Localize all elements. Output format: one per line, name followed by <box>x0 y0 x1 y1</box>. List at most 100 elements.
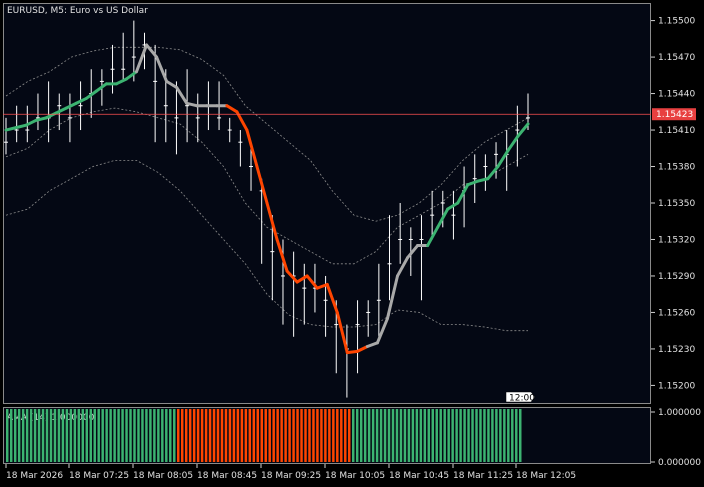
indicator-bar <box>248 409 252 462</box>
ama-segment <box>4 126 18 132</box>
ama-segment <box>355 344 369 353</box>
indicator-bar <box>184 409 188 462</box>
ama-segment <box>325 282 339 314</box>
indicator-bar <box>177 409 180 462</box>
indicator-bar <box>25 409 29 462</box>
indicator-bar <box>308 409 311 462</box>
time-axis-label: 18 Mar 12:05 <box>516 471 576 481</box>
indicator-bar <box>439 409 442 462</box>
price-axis-label: 1.15260 <box>658 308 695 318</box>
indicator-bar <box>37 409 41 462</box>
indicator-bar <box>73 409 77 462</box>
indicator-bar <box>161 409 164 462</box>
time-axis-label: 18 Mar 08:05 <box>133 471 193 481</box>
indicator-bar <box>141 409 144 462</box>
ama-segment <box>496 149 510 169</box>
current-price-box <box>652 108 696 121</box>
price-chart-panel[interactable] <box>3 3 651 404</box>
time-marker-label: 12:00 <box>509 394 535 404</box>
indicator-bar <box>515 409 518 462</box>
time-axis-label: 18 Mar 09:25 <box>261 471 321 481</box>
indicator-bar <box>204 409 208 462</box>
ama-segment <box>94 82 108 93</box>
indicator-bar <box>495 409 498 462</box>
indicator-bar <box>149 409 152 462</box>
indicator-bar <box>29 409 33 462</box>
indicator-axis-label: 1.000000 <box>658 408 701 418</box>
indicator-bar <box>407 409 411 462</box>
band-lower-line <box>5 159 528 332</box>
ama-segment <box>345 349 359 355</box>
indicator-bar <box>236 409 240 462</box>
indicator-bar <box>483 409 486 462</box>
indicator-bar <box>13 409 17 462</box>
price-axis-label: 1.15320 <box>658 235 695 245</box>
ama-segment <box>74 96 88 105</box>
indicator-bar <box>133 409 136 462</box>
indicator-bar <box>173 409 176 462</box>
indicator-bar <box>419 409 423 462</box>
ama-segment <box>34 116 48 122</box>
axes: 1.15500 1.15470 1.15440 1.15410 1.15380 1.153… <box>5 17 701 481</box>
price-axis-label: 1.15470 <box>658 53 695 63</box>
indicator-bar <box>519 409 522 462</box>
indicator-bar <box>471 409 474 462</box>
indicator-bar <box>240 409 244 462</box>
indicator-bar <box>344 409 347 462</box>
indicator-bar <box>467 409 470 462</box>
indicator-bar <box>451 409 454 462</box>
indicator-bar <box>355 409 359 462</box>
indicator-bar <box>423 409 427 462</box>
indicator-bar <box>336 409 339 462</box>
ama-segment <box>124 70 138 81</box>
indicator-bar <box>41 409 45 462</box>
indicator-bar <box>387 409 391 462</box>
indicator-bar <box>328 409 331 462</box>
indicator-bar <box>507 409 510 462</box>
ama-segment <box>385 274 399 321</box>
indicator-bar <box>503 409 506 462</box>
indicator-bar <box>435 409 438 462</box>
ama-segment <box>235 110 249 132</box>
ama-segment <box>135 43 149 74</box>
indicator-bar <box>316 409 319 462</box>
price-axis-label: 1.15380 <box>658 163 695 173</box>
ama-segment <box>476 177 490 183</box>
price-axis-label: 1.15290 <box>658 272 695 282</box>
indicator-bar <box>93 409 96 462</box>
indicator-bar <box>232 409 236 462</box>
chart-title: EURUSD, M5: Euro vs US Dollar <box>7 6 148 16</box>
ama-segment <box>84 89 98 100</box>
indicator-bar <box>17 409 21 462</box>
indicator-bar <box>220 409 224 462</box>
ama-line <box>4 43 530 355</box>
indicator-bar <box>264 409 267 462</box>
indicator-bar <box>459 409 462 462</box>
indicator-bar <box>137 409 140 462</box>
ama-segment <box>436 207 450 229</box>
ama-segment <box>245 128 259 169</box>
indicator-bar <box>45 409 49 462</box>
indicator-histogram <box>6 409 522 462</box>
ama-segment <box>275 237 289 273</box>
ama-segment <box>165 79 179 89</box>
indicator-bar <box>351 409 355 462</box>
ama-segment <box>305 274 319 290</box>
ama-segment <box>14 123 28 130</box>
indicator-bar <box>475 409 478 462</box>
price-axis-label: 1.15230 <box>658 345 695 355</box>
indicator-bar <box>224 409 228 462</box>
indicator-bar <box>212 409 216 462</box>
band-upper-line <box>5 46 529 222</box>
indicator-bar <box>455 409 458 462</box>
indicator-bar <box>284 409 287 462</box>
indicator-bar <box>180 409 184 462</box>
ama-segment <box>24 118 38 127</box>
indicator-bar <box>33 409 37 462</box>
indicator-bar <box>272 409 275 462</box>
indicator-bar <box>125 409 128 462</box>
ama-segment <box>285 269 299 284</box>
indicator-bar <box>487 409 490 462</box>
price-bars <box>4 20 530 398</box>
